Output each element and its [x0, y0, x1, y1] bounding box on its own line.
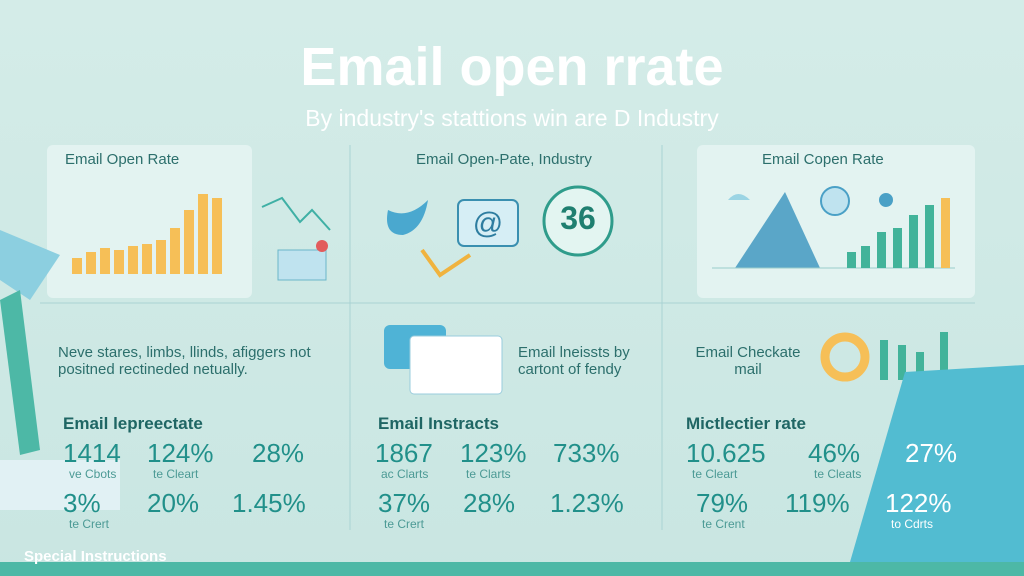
shape — [0, 230, 60, 300]
shape — [0, 460, 120, 510]
note: Neve stares, limbs, llinds, afiggers not… — [58, 344, 311, 378]
mail-icon — [409, 335, 503, 395]
stat-caption: to Cdrts — [891, 517, 934, 531]
bird — [387, 200, 428, 235]
bars — [880, 332, 948, 380]
title: Email open rrate — [300, 37, 724, 97]
stat-value: 28% — [252, 438, 305, 468]
dot — [316, 240, 328, 252]
bars — [72, 194, 222, 274]
stat-value: 1414 — [63, 438, 121, 468]
at: @ — [473, 207, 503, 240]
note: Email Checkate mail — [695, 344, 801, 378]
stat-value: 122% — [885, 488, 952, 518]
footer-bar — [0, 562, 1024, 576]
stat-caption: te Cleart — [153, 467, 199, 481]
stat-caption: te Clarts — [466, 467, 511, 481]
stat-value: 1.23% — [550, 488, 624, 518]
stat-value: 3% — [63, 488, 101, 518]
stat-caption: te Cleart — [692, 467, 738, 481]
stat-caption: te Crert — [384, 517, 425, 531]
section-heading: Mictlectier rate — [686, 414, 806, 433]
pin — [879, 193, 893, 207]
stat-value: 1867 — [375, 438, 433, 468]
at-box — [457, 199, 519, 247]
badge-ring — [542, 185, 614, 257]
stat-value: 27% — [905, 438, 958, 468]
stat-value: 733% — [553, 438, 620, 468]
stat-caption: ac Clarts — [381, 467, 429, 481]
arrow — [420, 248, 472, 278]
stat-value: 37% — [378, 488, 431, 518]
panel-title: Email Open-Pate, Industry — [416, 151, 592, 168]
stat-caption: te Crert — [69, 517, 110, 531]
stat-value: 79% — [696, 488, 749, 518]
footer: Special Instructions — [24, 548, 167, 565]
stat-caption: te Cleats — [814, 467, 862, 481]
mountain — [735, 192, 820, 268]
stat-value: 10.625 — [686, 438, 766, 468]
stat-caption: te Crent — [702, 517, 745, 531]
stat-value: 28% — [463, 488, 516, 518]
donut — [820, 332, 870, 382]
subtitle: By industry's stattions win are D Indust… — [305, 105, 719, 131]
section-heading: Email lepreectate — [63, 414, 203, 433]
panel-title: Email Copen Rate — [762, 151, 884, 168]
badge: 36 — [560, 200, 596, 236]
cloud — [728, 194, 750, 200]
panel-title: Email Open Rate — [65, 151, 180, 168]
panel-shape — [850, 365, 1024, 562]
stat-value: 20% — [147, 488, 200, 518]
spark — [261, 196, 331, 231]
note: Email lneissts by cartont of fendy — [518, 344, 630, 378]
stat-value: 124% — [147, 438, 214, 468]
envelope — [277, 249, 327, 281]
stat-value: 123% — [460, 438, 527, 468]
clock — [820, 186, 850, 216]
stat-value: 46% — [808, 438, 861, 468]
stat-value: 119% — [785, 488, 850, 518]
stat-value: 1.45% — [232, 488, 306, 518]
section-heading: Email Instracts — [378, 414, 499, 433]
bars — [847, 198, 950, 268]
stat-caption: ve Cbots — [69, 467, 117, 481]
shape — [0, 290, 40, 455]
